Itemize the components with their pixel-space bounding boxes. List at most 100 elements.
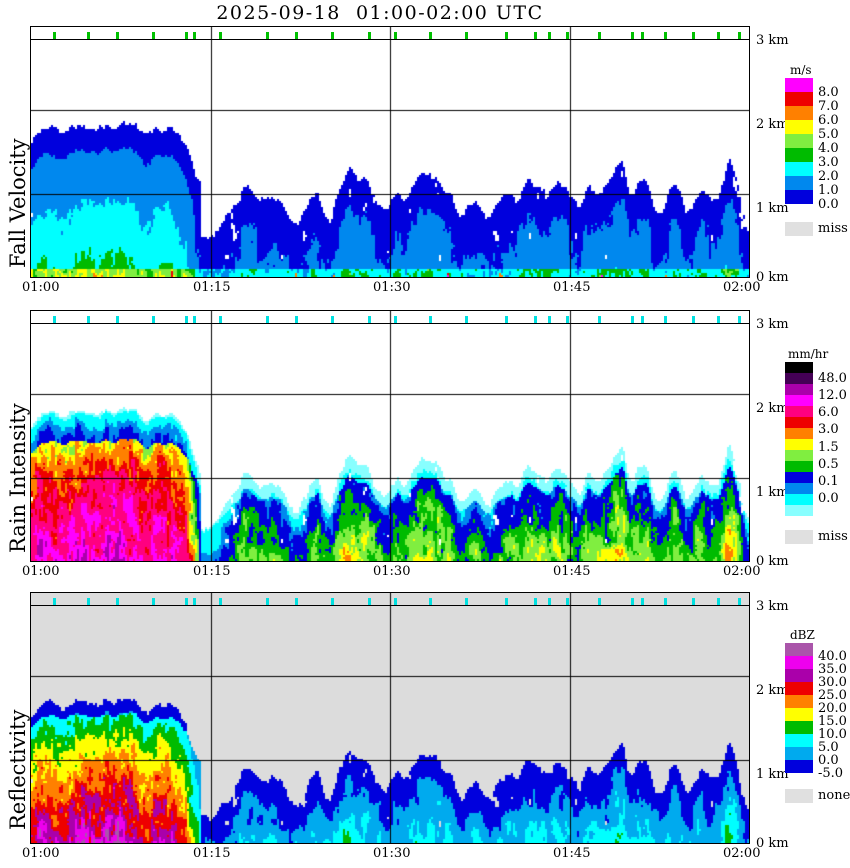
top-tick-marker-4 — [185, 32, 188, 40]
colorbar-tick-label-6: 10.0 — [818, 727, 847, 742]
xtick-rain-intensity-0145: 01:45 — [553, 564, 591, 579]
colorbar-band-1 — [785, 92, 813, 106]
colorbar-tick-label-6: 0.1 — [818, 473, 839, 489]
top-tick-marker-11 — [394, 598, 397, 606]
top-tick-marker-6 — [219, 316, 222, 324]
ytick-reflectivity-0km: 0 km — [756, 836, 789, 851]
colorbar-tick-label-7: 0.0 — [818, 490, 839, 506]
colorbar-band-8 — [785, 190, 813, 204]
colorbar-tick-label-3: 3.0 — [818, 422, 839, 438]
top-tick-marker-16 — [548, 598, 551, 606]
top-tick-marker-15 — [534, 32, 537, 40]
top-tick-marker-4 — [185, 598, 188, 606]
top-tick-marker-8 — [295, 32, 298, 40]
colorbar-tick-label-1: 35.0 — [818, 662, 847, 677]
top-tick-marker-23 — [717, 316, 720, 324]
top-tick-marker-20 — [641, 598, 644, 606]
top-tick-marker-0 — [53, 32, 56, 40]
panel-label-rain-intensity: Rain Intensity — [6, 403, 30, 553]
panel-label-reflectivity: Reflectivity — [6, 709, 30, 830]
top-tick-marker-11 — [394, 316, 397, 324]
top-tick-marker-10 — [368, 598, 371, 606]
xtick-fall-velocity-0130: 01:30 — [373, 280, 411, 295]
ytick-rain-intensity-2km: 2 km — [756, 401, 789, 416]
top-tick-marker-5 — [193, 32, 196, 40]
colorbar-band-6 — [785, 162, 813, 176]
colorbar-tick-label-3: 25.0 — [818, 688, 847, 703]
top-tick-marker-11 — [394, 32, 397, 40]
colorbar-tick-label-8: 0.0 — [818, 753, 839, 768]
xtick-reflectivity-0200: 02:00 — [723, 846, 761, 861]
top-tick-marker-18 — [598, 32, 601, 40]
figure-title: 2025-09-18 01:00-02:00 UTC — [216, 2, 544, 24]
colorbar-band-8 — [785, 450, 813, 461]
colorbar-missing-label-reflectivity: none — [818, 788, 850, 803]
xtick-reflectivity-0145: 01:45 — [553, 846, 591, 861]
colorbar-band-6 — [785, 721, 813, 734]
xtick-rain-intensity-0130: 01:30 — [373, 564, 411, 579]
top-tick-marker-15 — [534, 598, 537, 606]
top-tick-marker-20 — [641, 316, 644, 324]
colorbar-missing-swatch — [785, 222, 813, 236]
colorbar-band-8 — [785, 747, 813, 760]
ytick-reflectivity-1km: 1 km — [756, 767, 789, 782]
ytick-rain-intensity-3km: 3 km — [756, 317, 789, 332]
top-tick-marker-13 — [465, 32, 468, 40]
colorbar-band-5 — [785, 708, 813, 721]
colorbar-band-7 — [785, 734, 813, 747]
colorbar-missing-swatch — [785, 789, 813, 803]
plot-area-reflectivity[interactable] — [30, 592, 750, 844]
ytick-rain-intensity-0km: 0 km — [756, 554, 789, 569]
ytick-reflectivity-3km: 3 km — [756, 599, 789, 614]
xtick-reflectivity-0115: 01:15 — [193, 846, 231, 861]
top-tick-marker-19 — [631, 32, 634, 40]
colorbar-band-3 — [785, 682, 813, 695]
ytick-fall-velocity-3km: 3 km — [756, 33, 789, 48]
colorbar-band-10 — [785, 472, 813, 483]
xtick-fall-velocity-0145: 01:45 — [553, 280, 591, 295]
top-tick-marker-15 — [534, 316, 537, 324]
top-tick-marker-18 — [598, 316, 601, 324]
colorbar-tick-label-7: 5.0 — [818, 740, 839, 755]
colorbar-band-3 — [785, 395, 813, 406]
colorbar-band-0 — [785, 78, 813, 92]
colorbar-tick-label-9: -5.0 — [818, 766, 844, 781]
top-tick-marker-1 — [87, 598, 90, 606]
top-tick-marker-3 — [152, 598, 155, 606]
top-tick-marker-13 — [465, 598, 468, 606]
colorbar-band-4 — [785, 134, 813, 148]
top-tick-marker-6 — [219, 32, 222, 40]
colorbar-band-6 — [785, 428, 813, 439]
top-tick-marker-21 — [664, 598, 667, 606]
top-tick-marker-13 — [465, 316, 468, 324]
colorbar-tick-label-5: 15.0 — [818, 714, 847, 729]
colorbar-units-reflectivity: dBZ — [790, 628, 815, 642]
top-tick-marker-16 — [548, 316, 551, 324]
top-tick-marker-23 — [717, 598, 720, 606]
top-tick-marker-7 — [266, 316, 269, 324]
top-tick-marker-8 — [295, 316, 298, 324]
top-tick-marker-12 — [429, 598, 432, 606]
xtick-rain-intensity-0200: 02:00 — [723, 564, 761, 579]
top-tick-marker-9 — [331, 598, 334, 606]
top-tick-marker-21 — [664, 316, 667, 324]
colorbar-tick-label-5: 3.0 — [818, 155, 839, 170]
top-tick-marker-21 — [664, 32, 667, 40]
colorbar-tick-label-2: 6.0 — [818, 405, 839, 421]
plot-area-rain-intensity[interactable] — [30, 310, 750, 562]
colorbar-band-7 — [785, 176, 813, 190]
colorbar-tick-label-8: 0.0 — [818, 197, 839, 212]
colorbar-tick-label-1: 7.0 — [818, 99, 839, 114]
plot-area-fall-velocity[interactable] — [30, 26, 750, 278]
ytick-rain-intensity-1km: 1 km — [756, 485, 789, 500]
xtick-reflectivity-0100: 01:00 — [22, 846, 60, 861]
top-tick-marker-0 — [53, 316, 56, 324]
top-tick-marker-9 — [331, 32, 334, 40]
colorbar-tick-label-7: 1.0 — [818, 183, 839, 198]
top-tick-marker-2 — [116, 32, 119, 40]
panel-label-fall-velocity: Fall Velocity — [6, 138, 30, 268]
top-tick-marker-23 — [717, 32, 720, 40]
top-tick-marker-8 — [295, 598, 298, 606]
top-tick-marker-20 — [641, 32, 644, 40]
top-tick-marker-24 — [738, 32, 741, 40]
